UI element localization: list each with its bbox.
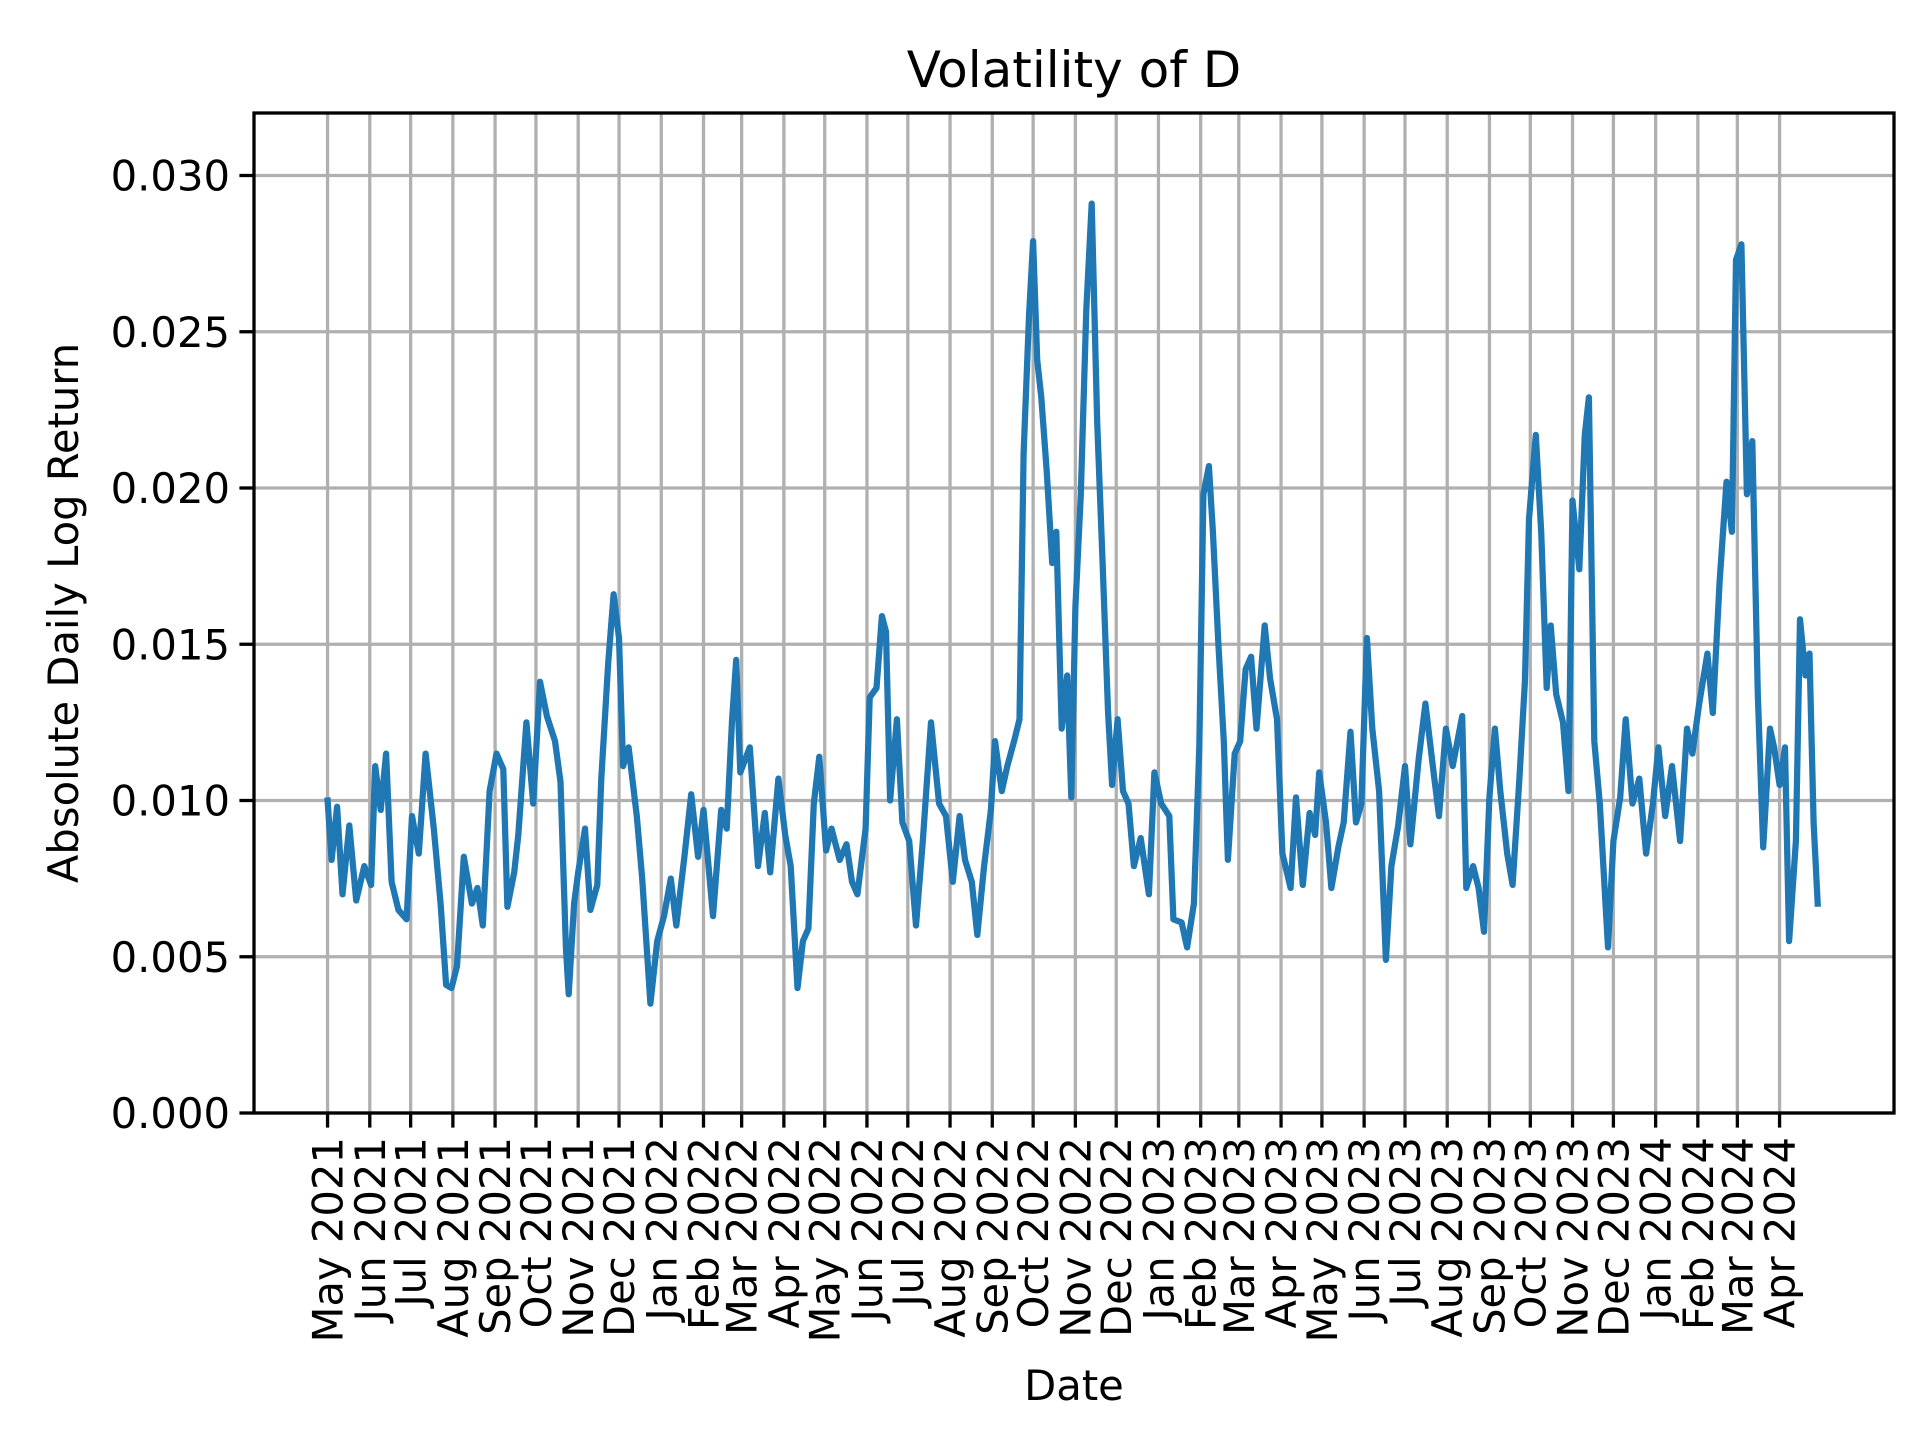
x-tick-label: Sep 2022 bbox=[968, 1137, 1017, 1335]
x-tick-label: Nov 2023 bbox=[1549, 1137, 1598, 1338]
x-tick-label: Aug 2023 bbox=[1423, 1137, 1472, 1338]
x-tick-label: Dec 2023 bbox=[1589, 1137, 1638, 1337]
y-axis: 0.000 0.005 0.010 0.015 0.020 0.025 0.030 bbox=[111, 152, 254, 1138]
x-tick-label: Jan 2022 bbox=[637, 1137, 686, 1324]
x-tick-label: Mar 2024 bbox=[1713, 1137, 1762, 1335]
y-axis-label: Absolute Daily Log Return bbox=[39, 343, 88, 883]
y-tick-label: 0.020 bbox=[111, 464, 230, 513]
x-tick-label: May 2023 bbox=[1298, 1137, 1347, 1343]
x-tick-label: Jul 2021 bbox=[387, 1137, 436, 1310]
chart-title: Volatility of D bbox=[907, 41, 1241, 99]
x-tick-label: Jul 2023 bbox=[1381, 1137, 1430, 1310]
volatility-line bbox=[324, 200, 1821, 1007]
y-tick-label: 0.000 bbox=[111, 1089, 230, 1138]
x-tick-label: Feb 2022 bbox=[680, 1137, 729, 1330]
x-tick-label: Sep 2023 bbox=[1465, 1137, 1514, 1335]
x-tick-label: Jun 2022 bbox=[843, 1137, 892, 1324]
x-tick-label: Feb 2024 bbox=[1674, 1137, 1723, 1330]
x-tick-label: Jun 2023 bbox=[1340, 1137, 1389, 1324]
x-tick-label: Jun 2021 bbox=[346, 1137, 395, 1324]
x-tick-label: Nov 2021 bbox=[554, 1137, 603, 1338]
y-tick-label: 0.015 bbox=[111, 620, 230, 669]
y-tick-label: 0.005 bbox=[111, 933, 230, 982]
x-tick-label: Apr 2024 bbox=[1756, 1137, 1805, 1328]
y-tick-label: 0.025 bbox=[111, 308, 230, 357]
x-tick-label: Dec 2021 bbox=[595, 1137, 644, 1337]
x-tick-label: Feb 2023 bbox=[1177, 1137, 1226, 1330]
x-tick-label: Dec 2022 bbox=[1092, 1137, 1141, 1337]
series-layer bbox=[324, 200, 1821, 1007]
x-tick-label: Mar 2022 bbox=[718, 1137, 767, 1335]
x-tick-label: Aug 2022 bbox=[926, 1137, 975, 1338]
x-tick-label: Jan 2023 bbox=[1134, 1137, 1183, 1324]
x-tick-label: Apr 2022 bbox=[760, 1137, 809, 1328]
y-tick-label: 0.010 bbox=[111, 777, 230, 826]
x-tick-label: Mar 2023 bbox=[1215, 1137, 1264, 1335]
x-tick-label: Sep 2021 bbox=[471, 1137, 520, 1335]
y-tick-label: 0.030 bbox=[111, 152, 230, 201]
x-tick-label: Jan 2024 bbox=[1632, 1137, 1681, 1324]
grid-lines bbox=[254, 113, 1894, 1115]
x-tick-label: Apr 2023 bbox=[1257, 1137, 1306, 1328]
x-tick-label: Oct 2022 bbox=[1009, 1137, 1058, 1328]
x-tick-label: Nov 2022 bbox=[1051, 1137, 1100, 1338]
x-axis-label: Date bbox=[1024, 1361, 1124, 1410]
x-tick-label: May 2021 bbox=[304, 1137, 353, 1343]
x-tick-label: May 2022 bbox=[801, 1137, 850, 1343]
x-tick-label: Oct 2021 bbox=[512, 1137, 561, 1328]
x-tick-label: Jul 2022 bbox=[884, 1137, 933, 1310]
x-tick-label: Oct 2023 bbox=[1506, 1137, 1555, 1328]
x-tick-label: Aug 2021 bbox=[429, 1137, 478, 1338]
